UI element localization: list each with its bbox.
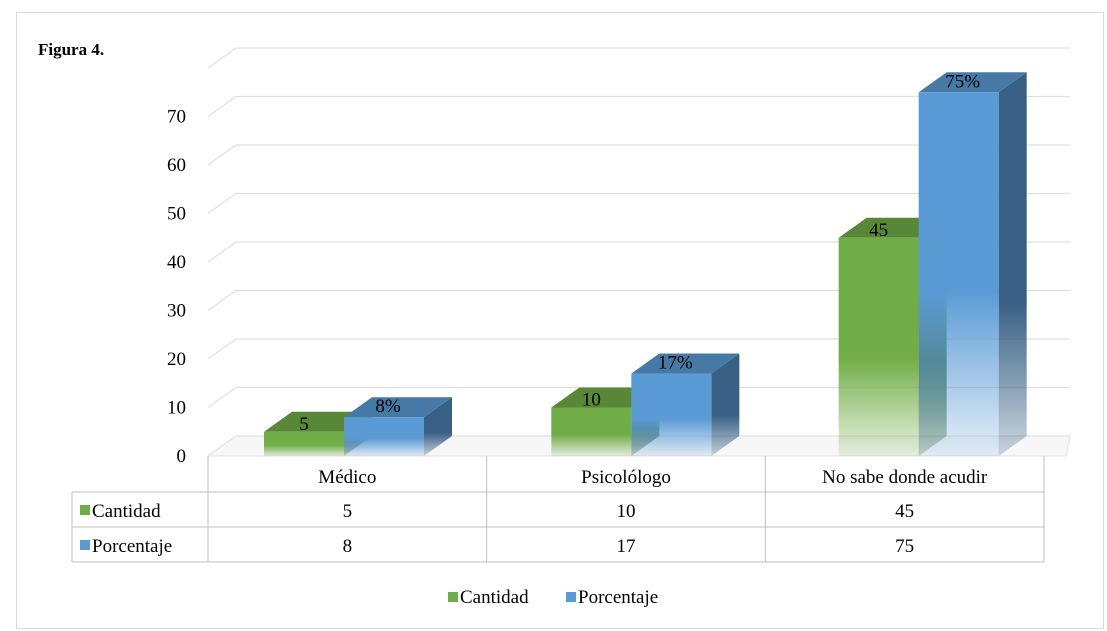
data-label: 10 <box>582 390 601 411</box>
bar-top <box>344 397 452 418</box>
category-label: Médico <box>318 467 376 488</box>
y-tick-label: 40 <box>167 252 186 273</box>
y-tick-label: 20 <box>167 349 186 370</box>
y-tick-label: 30 <box>167 301 186 322</box>
category-label: No sabe donde acudir <box>822 467 988 488</box>
gridline <box>207 47 1070 69</box>
category-label: Psicolólogo <box>581 467 671 488</box>
legend-item-cantidad[interactable]: Cantidad <box>448 587 529 608</box>
table-cell: 17 <box>617 536 636 557</box>
bar-front <box>838 237 919 456</box>
bar-front <box>344 417 424 456</box>
bar-side <box>424 397 452 456</box>
table-legend-key-porcentaje <box>80 540 90 550</box>
bar-top <box>918 72 1027 93</box>
gridline <box>207 289 1070 311</box>
y-axis-ticks: 0 10 20 30 40 50 60 70 <box>167 107 186 468</box>
gridline <box>207 95 1070 117</box>
table-cell: 75 <box>895 536 914 557</box>
data-label: 5 <box>299 414 309 435</box>
data-label: 45 <box>869 220 888 241</box>
bar-porcentaje-1[interactable] <box>631 353 740 456</box>
gridline <box>207 192 1070 214</box>
table-cell: 5 <box>343 501 353 522</box>
legend-label: Porcentaje <box>578 587 658 608</box>
y-tick-label: 50 <box>167 204 186 225</box>
bar-top <box>631 353 740 374</box>
bar-side <box>998 72 1027 456</box>
figure-title: Figura 4. <box>38 40 105 59</box>
table-cell: 10 <box>617 501 636 522</box>
bar-front <box>631 373 712 456</box>
legend: Cantidad Porcentaje <box>448 587 658 608</box>
y-tick-label: 0 <box>177 446 187 467</box>
bar-porcentaje-0[interactable] <box>344 397 452 456</box>
table-cell: 8 <box>343 536 353 557</box>
gridline <box>207 386 1070 408</box>
bar-porcentaje-2[interactable] <box>918 72 1027 456</box>
legend-key <box>566 592 576 602</box>
data-table: Médico Psicolólogo No sabe donde acudir Can… <box>71 456 1045 563</box>
data-label: 75% <box>945 71 980 92</box>
y-tick-label: 10 <box>167 398 186 419</box>
table-row-label: Porcentaje <box>92 536 172 557</box>
data-labels: 5 8% 10 17% 45 75% <box>299 71 980 435</box>
bar-front <box>551 407 632 456</box>
table-row-label: Cantidad <box>92 501 161 522</box>
data-label: 17% <box>658 353 693 374</box>
table-legend-key-cantidad <box>80 505 90 515</box>
y-tick-label: 70 <box>167 107 186 128</box>
bar-front <box>264 431 344 456</box>
gridline <box>207 241 1070 263</box>
legend-label: Cantidad <box>460 587 529 608</box>
data-label: 8% <box>375 396 401 417</box>
y-tick-label: 60 <box>167 155 186 176</box>
bar-side <box>711 353 740 456</box>
legend-item-porcentaje[interactable]: Porcentaje <box>566 587 658 608</box>
legend-key <box>448 592 458 602</box>
table-cell: 45 <box>895 501 914 522</box>
gridline <box>207 338 1070 360</box>
gridline <box>207 144 1070 166</box>
bar-front <box>918 92 999 456</box>
bars <box>264 72 1027 456</box>
